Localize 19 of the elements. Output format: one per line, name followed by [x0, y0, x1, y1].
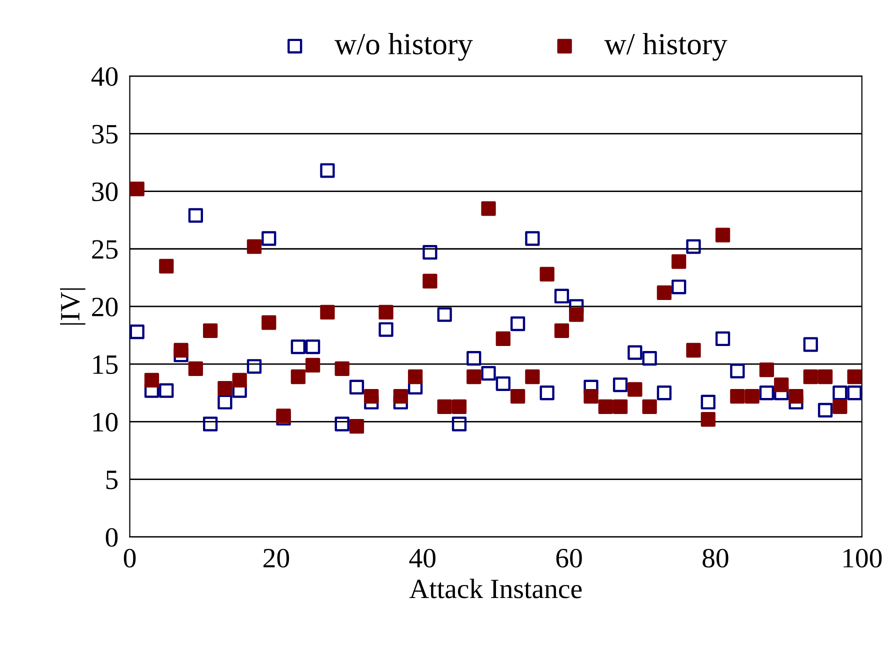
x-tick-label: 20: [264, 548, 290, 568]
y-tick-label: 15: [93, 355, 118, 374]
x-tick-label: 100: [843, 548, 882, 568]
x-tick-label: 60: [556, 548, 582, 568]
x-tick-label: 0: [124, 548, 136, 568]
y-tick-label: 40: [91, 67, 118, 86]
y-tick-label: 20: [92, 298, 118, 316]
x-axis-title: Attack Instance: [409, 578, 582, 598]
y-tick-label: 10: [93, 412, 118, 432]
legend-label: w/o history: [334, 32, 473, 61]
y-tick-label: 5: [106, 470, 118, 490]
y-axis-title: |IV|: [60, 288, 86, 325]
y-tick-label: 30: [92, 182, 118, 202]
y-tick-label: 35: [92, 124, 118, 144]
legend-label: w/ history: [604, 32, 728, 61]
y-tick-label: 25: [92, 240, 118, 259]
x-tick-label: 40: [409, 548, 436, 568]
x-tick-label: 80: [702, 548, 728, 568]
y-tick-label: 0: [106, 528, 118, 547]
